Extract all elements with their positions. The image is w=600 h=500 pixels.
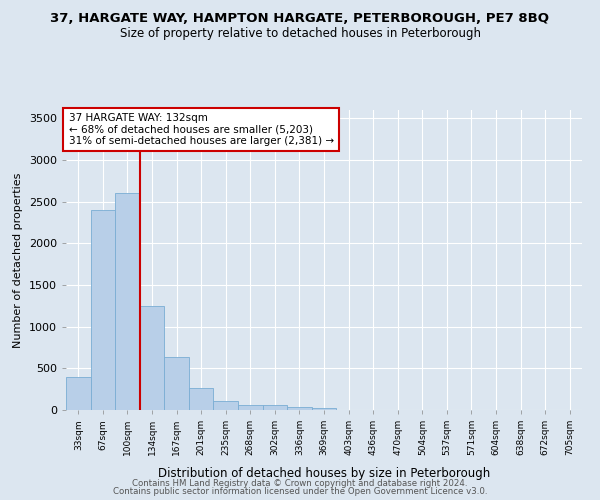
Bar: [140, 306, 164, 410]
Text: 37 HARGATE WAY: 132sqm
← 68% of detached houses are smaller (5,203)
31% of semi-: 37 HARGATE WAY: 132sqm ← 68% of detached…: [68, 113, 334, 146]
Bar: [312, 408, 336, 410]
X-axis label: Distribution of detached houses by size in Peterborough: Distribution of detached houses by size …: [158, 466, 490, 479]
Text: Contains public sector information licensed under the Open Government Licence v3: Contains public sector information licen…: [113, 487, 487, 496]
Bar: [164, 356, 189, 410]
Text: Size of property relative to detached houses in Peterborough: Size of property relative to detached ho…: [119, 28, 481, 40]
Text: 37, HARGATE WAY, HAMPTON HARGATE, PETERBOROUGH, PE7 8BQ: 37, HARGATE WAY, HAMPTON HARGATE, PETERB…: [50, 12, 550, 26]
Bar: [214, 401, 238, 410]
Bar: [91, 210, 115, 410]
Bar: [189, 388, 214, 410]
Text: Contains HM Land Registry data © Crown copyright and database right 2024.: Contains HM Land Registry data © Crown c…: [132, 478, 468, 488]
Y-axis label: Number of detached properties: Number of detached properties: [13, 172, 23, 348]
Bar: [66, 376, 91, 410]
Bar: [263, 406, 287, 410]
Bar: [115, 194, 140, 410]
Bar: [238, 404, 263, 410]
Bar: [287, 406, 312, 410]
